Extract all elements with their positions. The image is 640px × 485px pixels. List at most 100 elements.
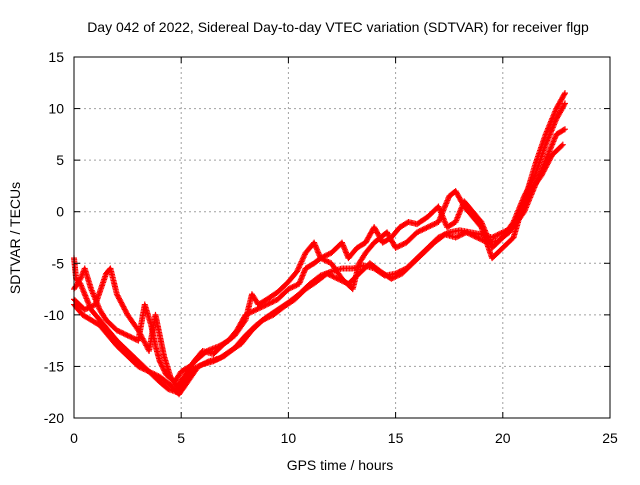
data-point — [474, 234, 481, 241]
data-point — [392, 244, 399, 251]
data-point — [559, 141, 566, 148]
chart-title: Day 042 of 2022, Sidereal Day-to-day VTE… — [87, 19, 589, 35]
data-point — [482, 238, 489, 245]
data-point — [329, 273, 336, 280]
data-point — [340, 278, 347, 285]
data-point — [89, 302, 96, 309]
data-point — [423, 224, 430, 231]
data-point — [466, 230, 473, 237]
data-point — [420, 226, 427, 233]
data-point — [144, 367, 151, 374]
data-point — [491, 233, 498, 240]
data-point — [321, 253, 328, 260]
data-point — [561, 101, 568, 108]
data-point — [265, 300, 272, 307]
data-point — [560, 126, 567, 133]
data-point — [330, 273, 337, 280]
data-point — [323, 270, 330, 277]
data-point — [317, 255, 324, 262]
data-point — [322, 252, 329, 259]
data-point — [415, 228, 422, 235]
data-point — [263, 301, 270, 308]
data-point — [427, 222, 434, 229]
data-point — [328, 272, 335, 279]
data-point — [468, 231, 475, 238]
data-point — [158, 360, 165, 367]
data-point — [471, 233, 478, 240]
data-point — [198, 362, 205, 369]
data-point — [476, 235, 483, 242]
data-point — [475, 235, 482, 242]
data-point — [267, 299, 274, 306]
data-point — [272, 297, 278, 304]
data-point — [479, 237, 486, 244]
data-point — [129, 335, 136, 342]
data-point — [397, 242, 404, 249]
data-point — [289, 284, 296, 291]
x-tick-label: 5 — [177, 430, 185, 446]
data-point — [200, 360, 207, 367]
data-point — [464, 229, 471, 236]
data-point — [396, 242, 403, 249]
data-point — [293, 282, 300, 289]
data-point — [85, 304, 92, 311]
y-tick-label: -10 — [44, 307, 64, 323]
data-point — [119, 329, 126, 336]
plot-frame — [73, 56, 611, 419]
data-point — [147, 369, 154, 376]
data-point — [497, 230, 504, 237]
data-point — [135, 363, 142, 370]
data-point — [456, 232, 463, 239]
data-point — [324, 251, 331, 258]
data-point — [318, 254, 325, 261]
data-point — [455, 233, 462, 240]
data-point — [143, 367, 150, 374]
data-point — [84, 305, 91, 312]
data-point — [88, 303, 95, 310]
data-point — [341, 278, 348, 285]
data-point — [336, 276, 343, 283]
ticks: 0 5 10 15 20 25 15 10 5 0 -5 -10 -15 -20 — [44, 49, 618, 446]
data-point — [136, 364, 143, 371]
data-point — [262, 315, 269, 322]
data-point — [389, 275, 396, 282]
data-point — [431, 220, 438, 227]
data-point — [202, 360, 209, 367]
data-point — [266, 313, 273, 320]
data-point — [418, 227, 425, 234]
data-point — [254, 306, 261, 313]
data-point — [203, 359, 210, 366]
data-point — [393, 244, 400, 251]
data-point — [320, 253, 327, 260]
data-point — [251, 307, 258, 314]
data-point — [460, 230, 467, 237]
data-point — [422, 225, 429, 232]
data-point — [388, 275, 395, 282]
data-point — [142, 366, 149, 373]
data-point — [265, 314, 272, 321]
y-tick-label: 15 — [48, 49, 64, 65]
data-point — [396, 271, 403, 278]
data-point — [123, 331, 130, 338]
data-point — [428, 222, 435, 229]
data-point — [270, 298, 277, 305]
data-point — [262, 302, 269, 309]
data-point — [150, 370, 157, 377]
data-point — [494, 231, 501, 238]
data-point — [87, 304, 94, 311]
data-point — [146, 368, 153, 375]
y-tick-label: -20 — [44, 410, 64, 426]
series-track-4 — [71, 141, 566, 398]
data-point — [249, 308, 256, 315]
data-point — [292, 282, 299, 289]
data-point — [124, 332, 131, 339]
data-point — [480, 237, 487, 244]
y-tick-label: -15 — [44, 358, 64, 374]
data-point — [332, 274, 339, 281]
x-tick-label: 15 — [388, 430, 404, 446]
data-point — [116, 328, 123, 335]
y-tick-label: 0 — [56, 204, 64, 220]
data-point — [337, 277, 344, 284]
